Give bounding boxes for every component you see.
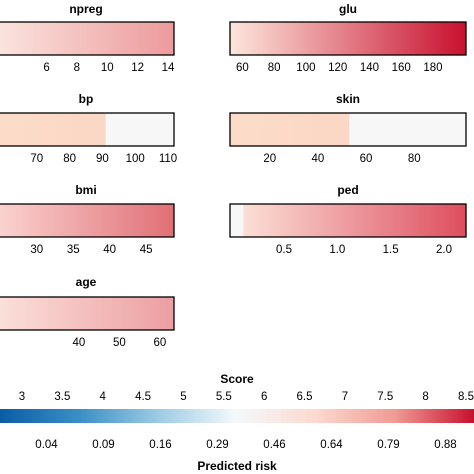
tick-label: 14 (162, 62, 175, 74)
tick-label: 12 (131, 62, 144, 74)
score-tick-label: 6 (261, 391, 267, 403)
score-tick-label: 7.5 (377, 391, 393, 403)
tick-label: 110 (159, 153, 177, 165)
tick-label: 40 (73, 337, 86, 349)
tick-label: 160 (392, 62, 411, 74)
bar-fill (243, 204, 466, 237)
risk-title: Predicted risk (197, 459, 277, 473)
score-tick-label: 4.5 (135, 391, 151, 403)
panel-npreg: npreg 6 8 10 12 14 (0, 2, 175, 74)
tick-label: 40 (103, 244, 116, 256)
bar-border (0, 203, 175, 238)
panel-title: npreg (69, 2, 102, 16)
risk-tick-label: 0.88 (434, 439, 456, 451)
score-tick-label: 7 (342, 391, 348, 403)
bar-border (229, 21, 467, 56)
panel-title: bmi (75, 183, 96, 197)
tick-label: 1.5 (383, 244, 399, 256)
panel-title: glu (339, 2, 357, 16)
tick-label: 0.5 (276, 244, 292, 256)
tick-label: 60 (154, 337, 167, 349)
score-tick-label: 6.5 (297, 391, 313, 403)
tick-label: 1.0 (329, 244, 345, 256)
panel-skin: skin 20 40 60 80 (229, 92, 467, 165)
tick-label: 30 (30, 244, 43, 256)
score-tick-label: 3.5 (54, 391, 70, 403)
bar-border (229, 203, 467, 238)
tick-label: 45 (140, 244, 153, 256)
bar-border (0, 112, 175, 147)
risk-tick-label: 0.79 (377, 439, 399, 451)
tick-label: 35 (67, 244, 80, 256)
tick-label: 6 (43, 62, 49, 74)
tick-label: 50 (113, 337, 126, 349)
tick-label: 40 (311, 153, 324, 165)
tick-label: 2.0 (436, 244, 452, 256)
tick-label: 120 (328, 62, 347, 74)
panel-bp: bp 70 80 90 100 110 (0, 92, 177, 165)
tick-label: 60 (236, 62, 249, 74)
panel-bmi: bmi 30 35 40 45 (0, 183, 175, 256)
tick-label: 80 (408, 153, 421, 165)
bar-fill (0, 22, 174, 55)
bar-fill (230, 113, 350, 146)
tick-label: 80 (63, 153, 76, 165)
risk-tick-label: 0.16 (149, 439, 171, 451)
tick-label: 20 (263, 153, 276, 165)
panel-age: age 40 50 60 (0, 275, 175, 349)
tick-label: 70 (30, 153, 43, 165)
tick-label: 60 (360, 153, 373, 165)
panel-title: bp (79, 92, 94, 106)
score-tick-label: 8 (422, 391, 428, 403)
risk-tick-label: 0.64 (320, 439, 343, 451)
bar-fill (0, 204, 174, 237)
score-tick-label: 5.5 (216, 391, 232, 403)
bar-fill (0, 113, 106, 146)
bar-fill (230, 22, 466, 55)
bar-fill (0, 297, 174, 330)
tick-label: 180 (423, 62, 442, 74)
score-title: Score (220, 372, 254, 386)
score-tick-label: 5 (180, 391, 186, 403)
panel-title: age (76, 275, 97, 289)
panel-ped: ped 0.5 1.0 1.5 2.0 (229, 183, 467, 256)
panel-title: skin (336, 92, 360, 106)
colorbar (0, 409, 474, 423)
tick-label: 80 (268, 62, 281, 74)
tick-label: 140 (360, 62, 379, 74)
bar-border (229, 112, 467, 147)
tick-label: 8 (74, 62, 80, 74)
risk-tick-label: 0.29 (206, 439, 228, 451)
bar-border (0, 296, 175, 331)
risk-tick-label: 0.46 (263, 439, 285, 451)
score-tick-label: 8.5 (458, 391, 474, 403)
tick-label: 100 (126, 153, 145, 165)
panel-glu: glu 60 80 100 120 140 160 180 (229, 2, 467, 74)
tick-label: 10 (101, 62, 114, 74)
panel-title: ped (337, 183, 358, 197)
bar-border (0, 21, 175, 56)
risk-tick-label: 0.09 (92, 439, 114, 451)
score-tick-label: 3 (19, 391, 25, 403)
score-tick-label: 4 (100, 391, 107, 403)
tick-label: 100 (296, 62, 315, 74)
risk-tick-label: 0.04 (35, 439, 58, 451)
tick-label: 90 (96, 153, 109, 165)
